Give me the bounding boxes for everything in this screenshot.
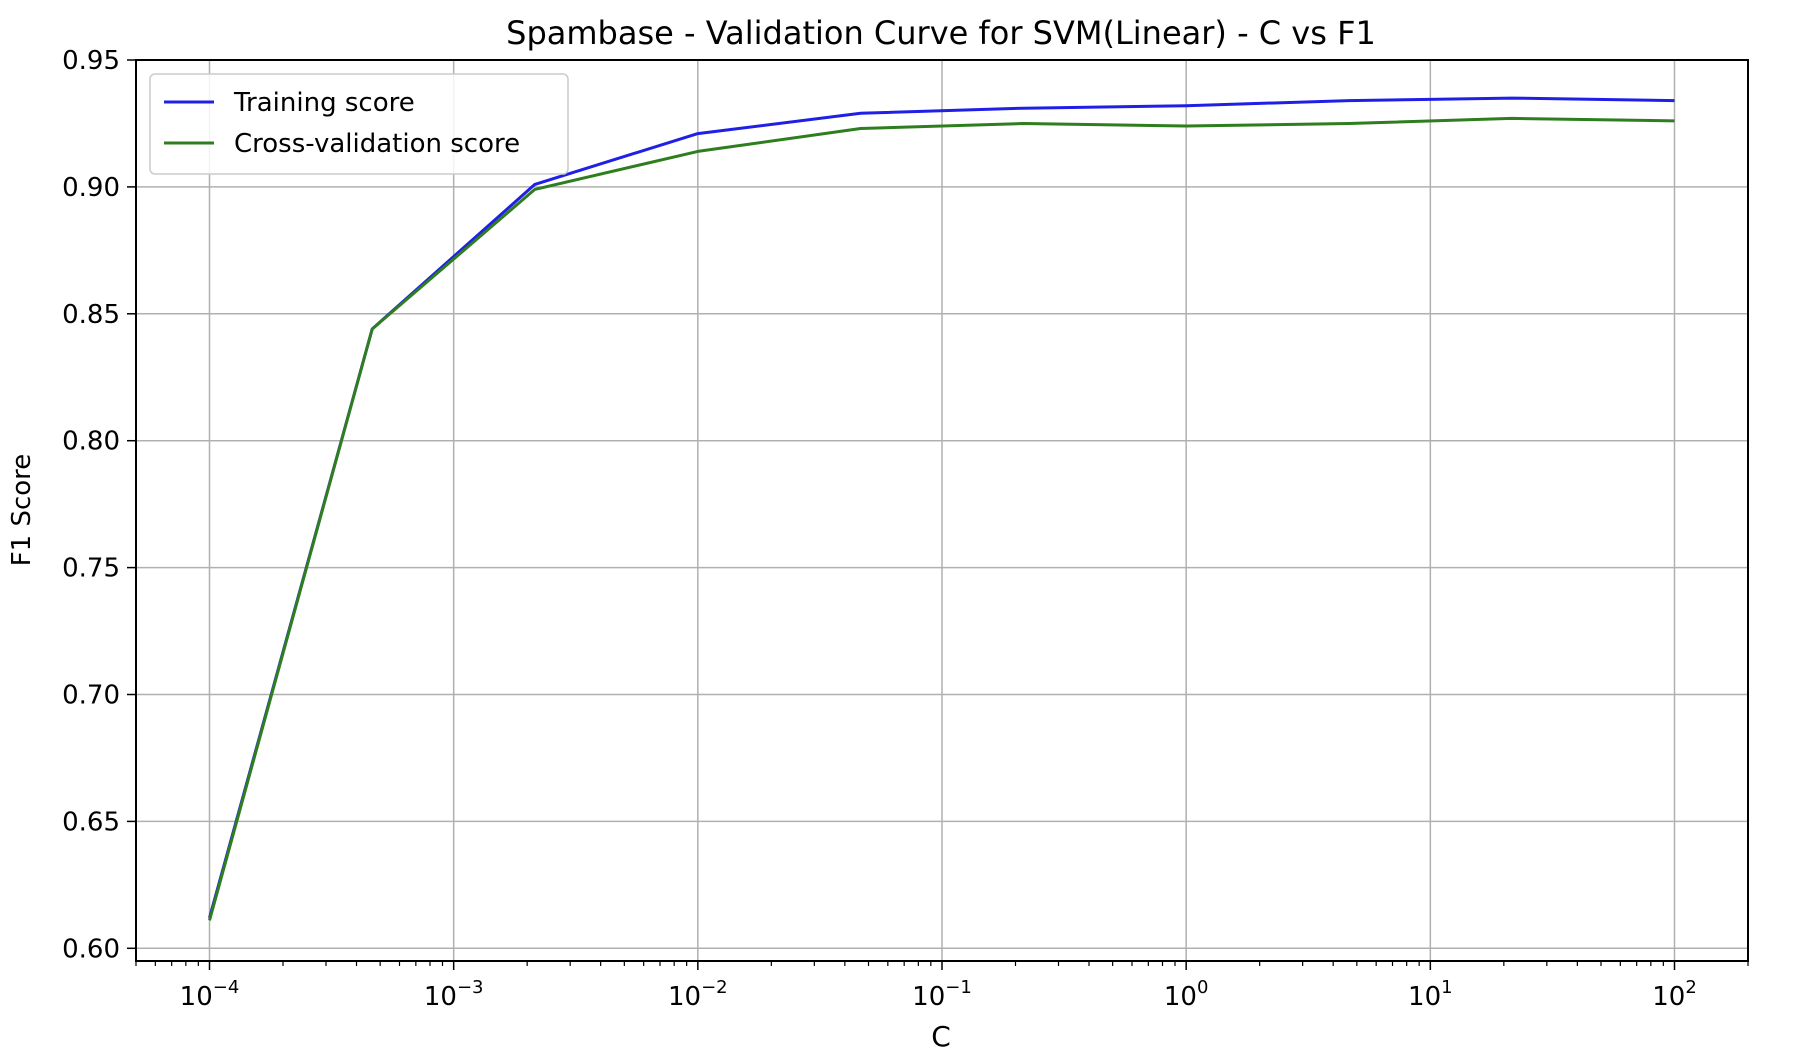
legend: Training score Cross-validation score: [149, 73, 569, 175]
x-tick-label: 10−3: [424, 977, 484, 1012]
series-line: [208, 116, 1675, 921]
y-tick-label: 0.80: [62, 427, 120, 457]
series-layer: [208, 96, 1675, 921]
legend-label: Training score: [233, 88, 415, 118]
y-axis-label: F1 Score: [7, 454, 37, 567]
x-tick-label: 10−1: [912, 977, 972, 1012]
chart-title: Spambase - Validation Curve for SVM(Line…: [506, 14, 1376, 52]
x-tick-label: 10−4: [180, 977, 240, 1012]
legend-box: [149, 73, 569, 175]
plot-frame: [135, 59, 1749, 962]
y-tick-label: 0.95: [62, 46, 120, 76]
y-tick-label: 0.85: [62, 300, 120, 330]
y-tick-label: 0.65: [62, 807, 120, 837]
y-tick-label: 0.75: [62, 554, 120, 584]
y-tick-label: 0.70: [62, 681, 120, 711]
x-tick-label: 10−2: [668, 977, 728, 1012]
y-tick-label: 0.90: [62, 173, 120, 203]
x-tick-label: 101: [1408, 977, 1453, 1012]
series-line: [208, 96, 1675, 919]
x-axis-label: C: [931, 1020, 951, 1053]
x-tick-label: 102: [1652, 977, 1697, 1012]
y-tick-label: 0.60: [62, 934, 120, 964]
x-tick-label: 100: [1164, 977, 1209, 1012]
legend-label: Cross-validation score: [234, 129, 520, 159]
